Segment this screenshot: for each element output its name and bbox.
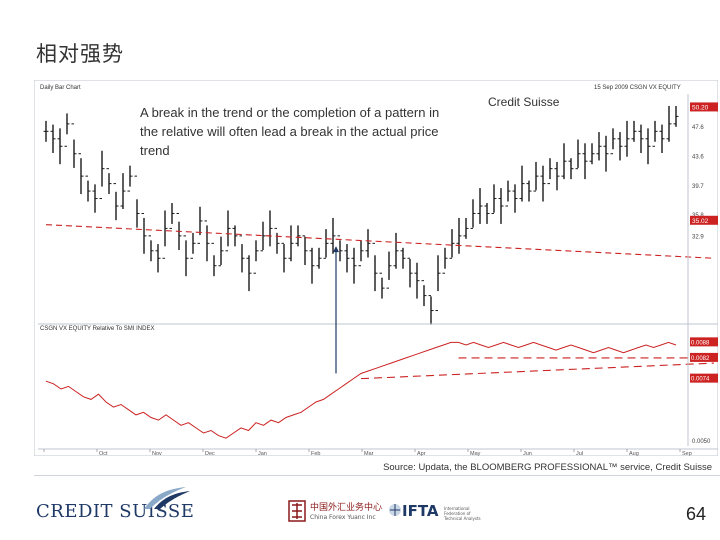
credit-suisse-logo: CREDIT SUISSE	[36, 485, 196, 525]
credit-suisse-logo-text: CREDIT SUISSE	[36, 501, 195, 522]
x-tick-label: Dec	[205, 451, 215, 456]
breakout-arrowhead	[333, 246, 339, 253]
chart-border	[34, 80, 718, 456]
chart-svg: Daily Bar Chart 15 Sep 2009 CSGN VX EQUI…	[34, 80, 718, 456]
relative-series-line	[45, 341, 677, 439]
x-tick-label: Nov	[152, 451, 162, 456]
relative-highlight-label: 0.0088	[691, 340, 710, 346]
price-y-tick-label: 43.6	[692, 155, 704, 161]
relative-highlight-label: 0.0074	[691, 377, 710, 383]
ifta-wordmark: IFTA	[402, 502, 439, 520]
china-forex-logo: 中国外汇业务中心 China Forex Yuanc Inc	[288, 498, 388, 528]
x-tick-label: Oct	[99, 451, 108, 456]
x-tick-label: May	[470, 451, 481, 456]
price-highlight-box	[690, 215, 718, 225]
price-highlight-label: 50.20	[692, 104, 709, 111]
axis-marks: 47.643.639.735.832.950.2035.020.00880.00…	[38, 94, 718, 456]
page-number: 64	[685, 504, 706, 524]
source-note: Source: Updata, the BLOOMBERG PROFESSION…	[383, 462, 712, 473]
relative-marks	[45, 341, 715, 439]
cfv-emblem-icon	[288, 500, 306, 522]
cfv-english-name: China Forex Yuanc Inc	[310, 514, 376, 521]
ifta-globe-icon	[389, 504, 401, 516]
chart-frame: Daily Bar Chart 15 Sep 2009 CSGN VX EQUI…	[34, 80, 718, 456]
ifta-subtitle: International Federation of Technical An…	[444, 506, 481, 521]
relative-trendline	[360, 362, 715, 380]
relative-highlight-box	[690, 373, 718, 383]
x-tick-label: Jul	[576, 451, 583, 456]
price-trendline	[45, 224, 715, 259]
relative-highlight-label: 0.0082	[691, 356, 710, 362]
footer-divider	[34, 475, 720, 476]
slide-title: 相对强势	[36, 42, 124, 66]
chart-annotation: A break in the trend or the completion o…	[140, 105, 440, 158]
relative-panel-title: CSGN VX EQUITY Relative To SMI INDEX	[40, 326, 154, 332]
x-tick-label: Mar	[364, 451, 374, 456]
price-y-tick-label: 47.6	[692, 125, 704, 131]
cfv-chinese-name: 中国外汇业务中心	[310, 503, 383, 513]
price-marks	[43, 105, 715, 325]
price-panel-header-right: 15 Sep 2009 CSGN VX EQUITY	[594, 85, 681, 91]
ifta-logo: IFTA International Federation of Technic…	[388, 498, 488, 528]
price-panel-title: Daily Bar Chart	[40, 85, 81, 91]
sails-icon	[144, 487, 190, 509]
x-tick-label: Sep	[682, 451, 692, 456]
x-tick-label: Feb	[311, 451, 320, 456]
x-tick-label: Apr	[417, 451, 426, 456]
x-tick-label: Jan	[258, 451, 267, 456]
credit-suisse-watermark: Credit Suisse	[488, 95, 560, 109]
relative-highlight-box	[690, 337, 718, 347]
relative-y-tick-label: 0.0050	[692, 439, 711, 445]
price-highlight-label: 35.02	[692, 218, 709, 225]
x-tick-label: Jun	[523, 451, 532, 456]
price-y-tick-label: 39.7	[692, 184, 704, 190]
relative-highlight-box	[690, 352, 718, 362]
price-y-tick-label: 32.9	[692, 235, 704, 241]
price-highlight-box	[690, 102, 718, 112]
x-tick-label: Aug	[629, 451, 639, 456]
